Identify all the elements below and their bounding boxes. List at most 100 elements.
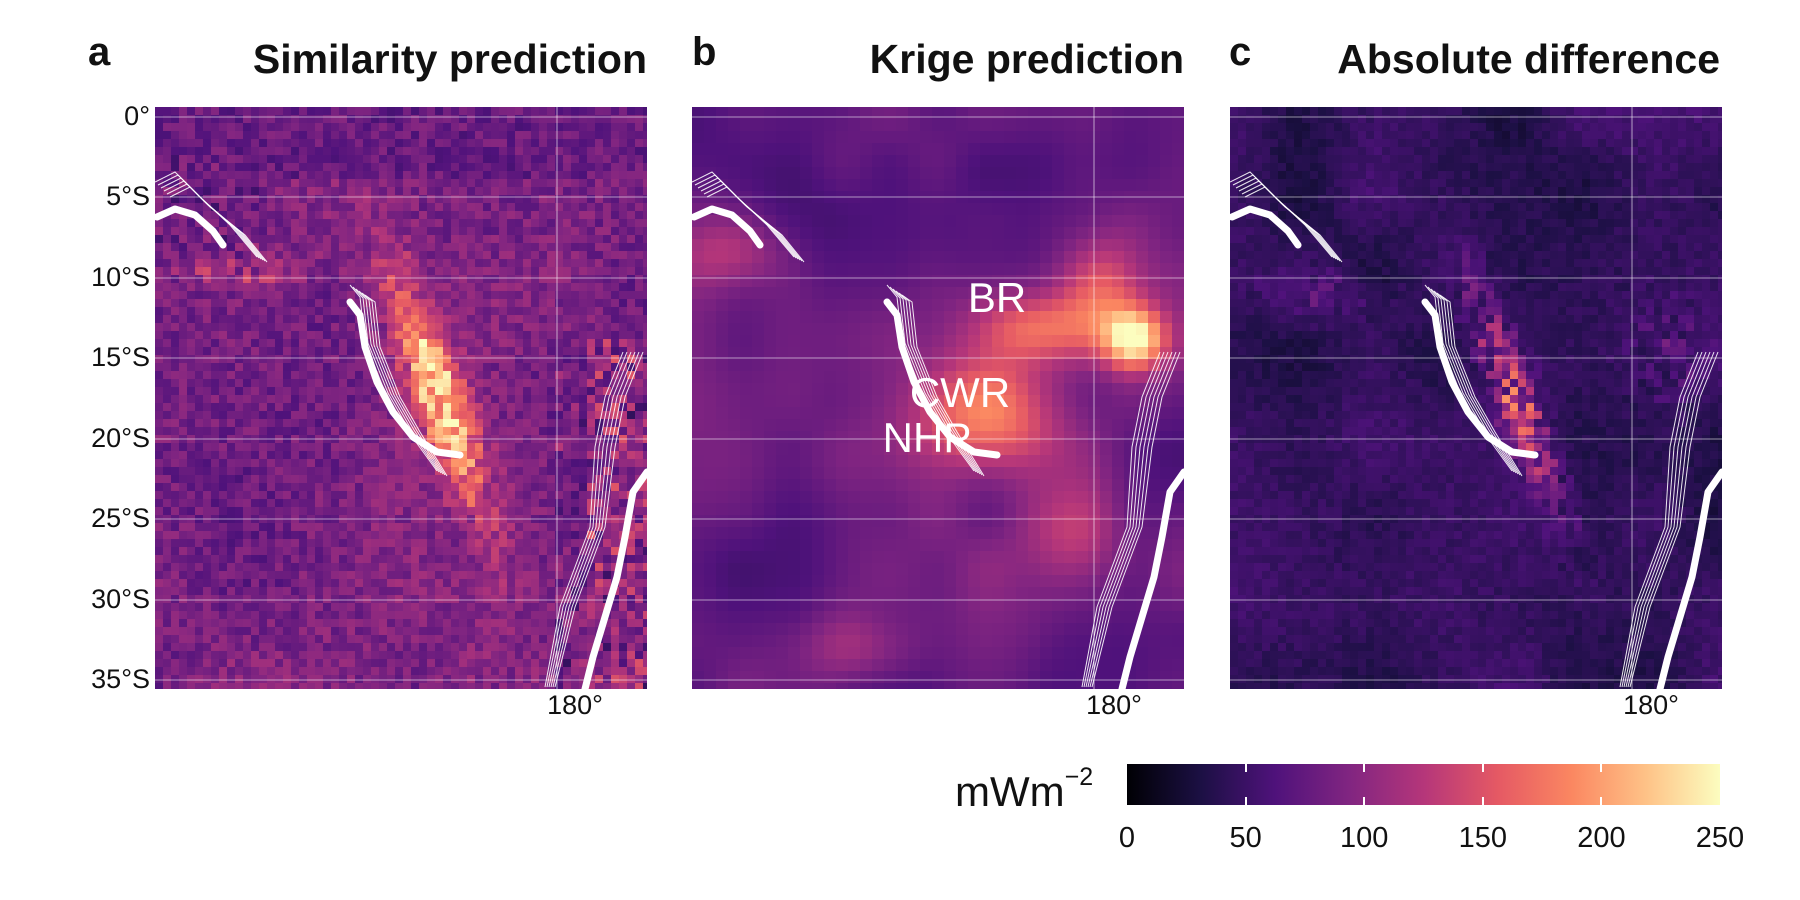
heatmap-cell	[435, 499, 444, 508]
heatmap-cell	[692, 107, 705, 120]
heatmap-cell	[395, 243, 404, 252]
heatmap-cell	[251, 291, 260, 300]
heatmap-cell	[579, 363, 588, 372]
heatmap-cell	[267, 619, 276, 628]
heatmap-cell	[259, 187, 268, 196]
heatmap-cell	[355, 339, 364, 348]
heatmap-cell	[627, 531, 636, 540]
heatmap-cell	[531, 459, 540, 468]
heatmap-cell	[275, 355, 284, 364]
heatmap-cell	[435, 539, 444, 548]
heatmap-cell	[339, 171, 348, 180]
heatmap-cell	[203, 523, 212, 532]
heatmap-cell	[499, 403, 508, 412]
heatmap-cell	[299, 451, 308, 460]
heatmap-cell	[299, 195, 308, 204]
heatmap-cell	[371, 499, 380, 508]
heatmap-cell	[507, 611, 516, 620]
heatmap-cell	[195, 299, 204, 308]
heatmap-cell	[339, 187, 348, 196]
heatmap-cell	[459, 275, 468, 284]
heatmap-cell	[443, 555, 452, 564]
heatmap-cell	[339, 523, 348, 532]
heatmap-cell	[603, 539, 612, 548]
heatmap-cell	[635, 259, 644, 268]
heatmap-cell	[195, 547, 204, 556]
heatmap-cell	[507, 339, 516, 348]
heatmap-cell	[347, 187, 356, 196]
heatmap-cell	[467, 507, 476, 516]
heatmap-cell	[163, 291, 172, 300]
heatmap-cell	[968, 167, 981, 180]
heatmap-cell	[275, 275, 284, 284]
heatmap-cell	[331, 179, 340, 188]
heatmap-cell	[235, 323, 244, 332]
heatmap-cell	[531, 635, 540, 644]
heatmap-cell	[259, 571, 268, 580]
heatmap-cell	[203, 315, 212, 324]
panel-a-letter: a	[88, 30, 111, 74]
heatmap-cell	[187, 163, 196, 172]
fault-line	[554, 351, 644, 688]
heatmap-cell	[523, 467, 532, 476]
heatmap-cell	[163, 147, 172, 156]
heatmap-cell	[267, 467, 276, 476]
heatmap-cell	[587, 171, 596, 180]
heatmap-cell	[363, 275, 372, 284]
heatmap-cell	[595, 411, 604, 420]
heatmap-cell	[475, 443, 484, 452]
heatmap-cell	[539, 267, 548, 276]
heatmap-cell	[611, 667, 620, 676]
heatmap-cell	[619, 131, 628, 140]
heatmap-cell	[692, 227, 705, 240]
heatmap-cell	[347, 619, 356, 628]
heatmap-cell	[291, 235, 300, 244]
heatmap-cell	[443, 395, 452, 404]
heatmap-cell	[163, 523, 172, 532]
heatmap-cell	[379, 459, 388, 468]
heatmap-cell	[483, 371, 492, 380]
heatmap-cell	[203, 123, 212, 132]
heatmap-cell	[339, 635, 348, 644]
heatmap-cell	[275, 603, 284, 612]
heatmap-cell	[523, 307, 532, 316]
heatmap-cell	[187, 131, 196, 140]
heatmap-cell	[539, 299, 548, 308]
heatmap-cell	[563, 243, 572, 252]
heatmap-cell	[499, 563, 508, 572]
heatmap-cell	[395, 451, 404, 460]
heatmap-cell	[275, 235, 284, 244]
heatmap-cell	[643, 395, 647, 404]
heatmap-cell	[523, 251, 532, 260]
heatmap-cell	[315, 579, 324, 588]
heatmap-cell	[299, 587, 308, 596]
heatmap-cell	[1004, 131, 1017, 144]
heatmap-cell	[163, 395, 172, 404]
heatmap-cell	[443, 643, 452, 652]
heatmap-cell	[179, 307, 188, 316]
heatmap-cell	[219, 107, 228, 116]
heatmap-cell	[291, 587, 300, 596]
heatmap-cell	[243, 299, 252, 308]
heatmap-cell	[635, 395, 644, 404]
heatmap-cell	[812, 203, 825, 216]
heatmap-cell	[716, 107, 729, 120]
heatmap-cell	[315, 523, 324, 532]
heatmap-cell	[539, 459, 548, 468]
heatmap-cell	[371, 355, 380, 364]
heatmap-cell	[531, 403, 540, 412]
heatmap-cell	[579, 531, 588, 540]
heatmap-cell	[235, 491, 244, 500]
heatmap-cell	[836, 143, 849, 156]
heatmap-cell	[339, 555, 348, 564]
heatmap-cell	[163, 251, 172, 260]
heatmap-cell	[443, 627, 452, 636]
heatmap-cell	[539, 651, 548, 660]
heatmap-cell	[643, 323, 647, 332]
heatmap-cell	[459, 587, 468, 596]
heatmap-cell	[571, 339, 580, 348]
heatmap-cell	[299, 507, 308, 516]
heatmap-cell	[459, 115, 468, 124]
heatmap-cell	[203, 419, 212, 428]
heatmap-cell	[259, 467, 268, 476]
